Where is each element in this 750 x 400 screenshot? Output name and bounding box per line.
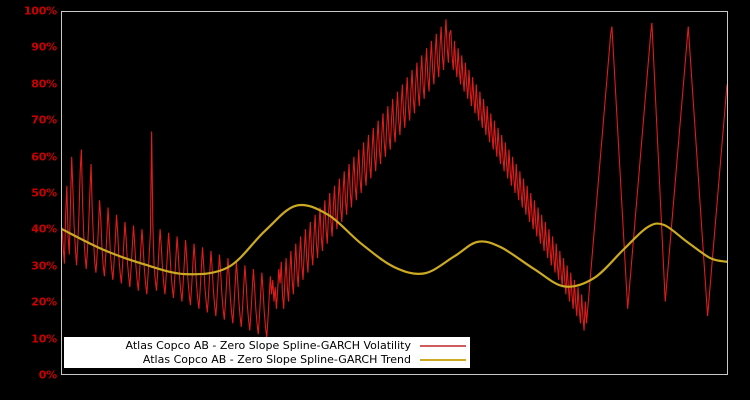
legend-item-volatility: Atlas Copco AB - Zero Slope Spline-GARCH…	[64, 339, 470, 353]
chart-canvas	[62, 19, 727, 338]
volatility-line	[62, 19, 727, 338]
y-tick-0: 0%	[38, 368, 57, 382]
legend-swatch-trend	[420, 358, 466, 361]
y-axis-tick-labels: 100% 90% 80% 70% 60% 50% 40% 30% 20% 10% 0%	[0, 0, 57, 400]
legend-label-volatility: Atlas Copco AB - Zero Slope Spline-GARCH…	[125, 338, 411, 352]
legend-item-trend: Atlas Copco AB - Zero Slope Spline-GARCH…	[64, 353, 470, 367]
y-tick-80: 80%	[31, 77, 57, 91]
y-tick-100: 100%	[23, 4, 57, 18]
y-tick-30: 30%	[31, 259, 57, 273]
y-tick-40: 40%	[31, 222, 57, 236]
y-tick-50: 50%	[31, 186, 57, 200]
y-tick-60: 60%	[31, 150, 57, 164]
y-tick-20: 20%	[31, 295, 57, 309]
plot-area	[61, 11, 728, 375]
y-tick-90: 90%	[31, 40, 57, 54]
y-tick-70: 70%	[31, 113, 57, 127]
chart-legend: Atlas Copco AB - Zero Slope Spline-GARCH…	[64, 337, 470, 368]
legend-swatch-volatility	[420, 344, 466, 347]
trend-line	[62, 203, 727, 288]
y-tick-10: 10%	[31, 332, 57, 346]
legend-label-trend: Atlas Copco AB - Zero Slope Spline-GARCH…	[142, 352, 411, 366]
